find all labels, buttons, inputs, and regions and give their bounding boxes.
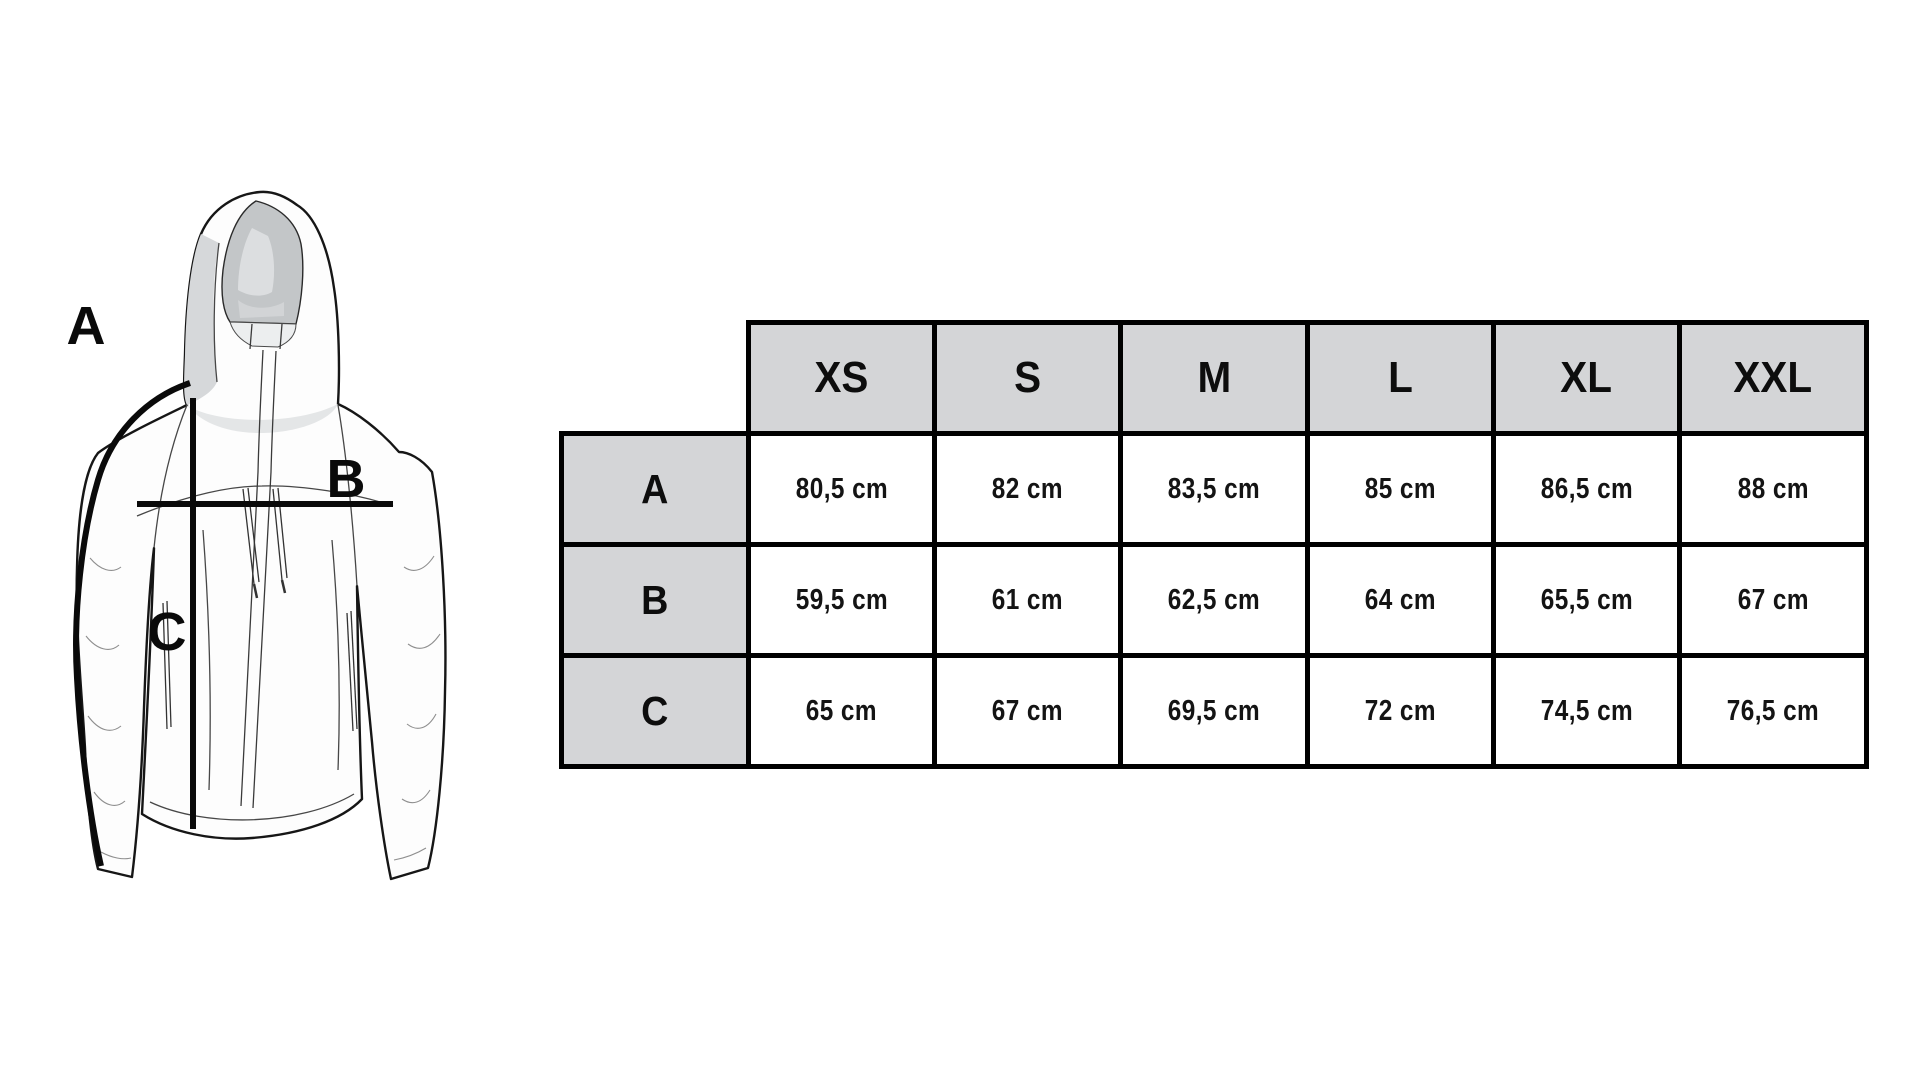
cell-c-s: 67 cm xyxy=(932,653,1123,769)
measurement-label-c: C xyxy=(148,602,187,662)
cell-a-xs: 80,5 cm xyxy=(746,431,937,547)
table-row-a: A 80,5 cm 82 cm 83,5 cm 85 cm 86,5 cm 88… xyxy=(559,431,1869,547)
jacket-silhouette xyxy=(75,190,447,881)
header-cell-xl: XL xyxy=(1491,320,1682,436)
hood-opening-highlight-2 xyxy=(238,300,284,318)
cell-b-xs: 59,5 cm xyxy=(746,542,937,658)
header-row: XS S M L XL XXL xyxy=(562,320,1869,436)
cell-a-s: 82 cm xyxy=(932,431,1123,547)
row-label-a: A xyxy=(559,431,751,547)
cell-a-l: 85 cm xyxy=(1305,431,1496,547)
cell-a-xl: 86,5 cm xyxy=(1491,431,1682,547)
cell-c-xl: 74,5 cm xyxy=(1491,653,1682,769)
cell-c-xxl: 76,5 cm xyxy=(1677,653,1869,769)
measurement-line-a xyxy=(73,380,191,867)
header-cell-xxl: XXL xyxy=(1677,320,1869,436)
header-cell-l: L xyxy=(1305,320,1496,436)
collar-shadow xyxy=(187,404,338,433)
cell-c-xs: 65 cm xyxy=(746,653,937,769)
table-row-c: C 65 cm 67 cm 69,5 cm 72 cm 74,5 cm 76,5… xyxy=(559,653,1869,769)
jacket-illustration: A B C xyxy=(67,190,447,881)
front-zip xyxy=(240,323,283,809)
cell-a-m: 83,5 cm xyxy=(1118,431,1310,547)
cell-b-m: 62,5 cm xyxy=(1118,542,1310,658)
header-cell-m: M xyxy=(1118,320,1310,436)
row-label-b: B xyxy=(559,542,751,658)
table-row-b: B 59,5 cm 61 cm 62,5 cm 64 cm 65,5 cm 67… xyxy=(559,542,1869,658)
cell-c-l: 72 cm xyxy=(1305,653,1496,769)
measurement-label-a: A xyxy=(67,296,106,356)
cell-b-l: 64 cm xyxy=(1305,542,1496,658)
header-cell-xs: XS xyxy=(746,320,937,436)
cell-b-xxl: 67 cm xyxy=(1677,542,1869,658)
cell-a-xxl: 88 cm xyxy=(1677,431,1869,547)
hood-opening-highlight xyxy=(238,228,275,296)
cell-c-m: 69,5 cm xyxy=(1118,653,1310,769)
measurement-label-b: B xyxy=(327,449,366,509)
side-pocket-zips xyxy=(162,600,358,732)
measurement-lines xyxy=(73,380,393,867)
seam-lines xyxy=(136,242,394,821)
cell-b-xl: 65,5 cm xyxy=(1491,542,1682,658)
chin-panel xyxy=(229,321,297,348)
cell-b-s: 61 cm xyxy=(932,542,1123,658)
wrinkle-lines xyxy=(85,555,441,861)
row-label-c: C xyxy=(559,653,751,769)
corner-spacer xyxy=(562,323,749,434)
header-cell-s: S xyxy=(932,320,1123,436)
hood-shading xyxy=(184,234,219,405)
size-table: XS S M L XL XXL A 80,5 cm 82 cm 83,5 cm … xyxy=(559,320,1869,769)
